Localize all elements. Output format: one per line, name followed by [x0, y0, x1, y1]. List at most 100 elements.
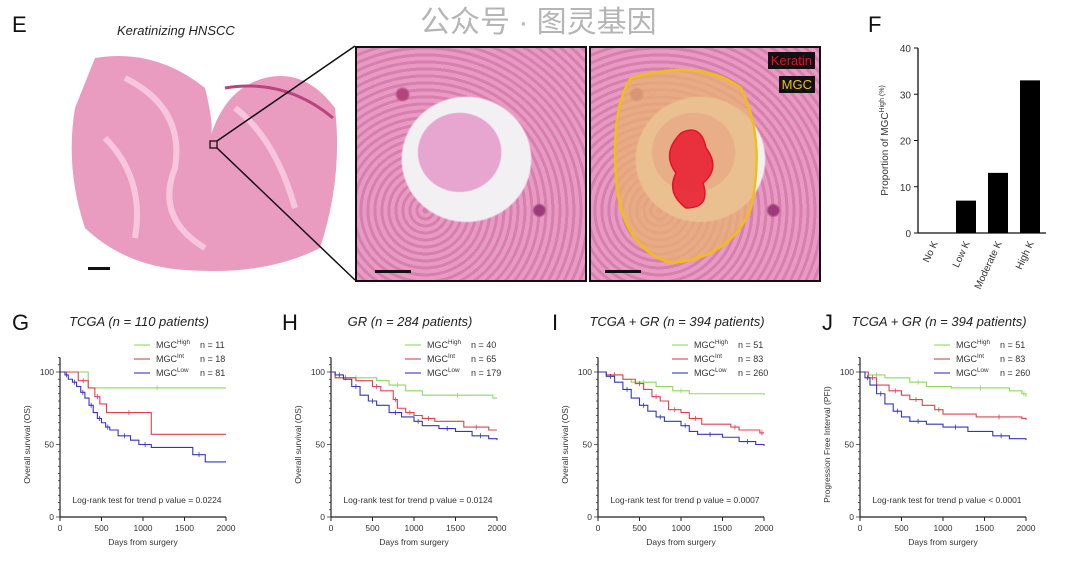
x-tick-label: 2000 — [755, 523, 774, 533]
bar-high-k — [1020, 80, 1040, 233]
chart-title: TCGA (n = 110 patients) — [69, 314, 209, 329]
legend-label: MGCHigh — [427, 339, 461, 350]
bar-chart-f: 0 10 20 30 40 No K Low K Moderate K High K Propor… — [879, 44, 1046, 291]
y-axis-label: Overall survival (OS) — [293, 405, 303, 484]
chart-title: GR (n = 284 patients) — [348, 314, 473, 329]
y-tick-label: 50 — [45, 440, 55, 450]
legend-label: MGCInt — [156, 353, 184, 364]
stat-annotation: Log-rank test for trend p value = 0.0007 — [610, 495, 759, 505]
x-tick-label: 1500 — [446, 523, 465, 533]
panel-label-j: J — [822, 310, 833, 335]
x-tick-label: Moderate K — [973, 239, 1005, 291]
annotation-overlay — [613, 68, 758, 265]
y-tick-label: 100 — [840, 367, 854, 377]
scale-bar — [605, 270, 641, 273]
y-tick-label: 20 — [900, 137, 912, 148]
y-axis-label: Overall survival (OS) — [22, 405, 32, 484]
km-chart-i: I TCGA + GR (n = 394 patients) 0 50 1000 500 1… — [552, 310, 774, 547]
x-tick-label: 1000 — [934, 523, 953, 533]
y-tick-label: 50 — [845, 440, 855, 450]
x-axis-label: Days from surgery — [108, 537, 178, 547]
panel-label-h: H — [282, 310, 298, 335]
legend-label: MGCHigh — [694, 339, 728, 350]
legend-n: n = 83 — [738, 354, 763, 364]
legend-n: n = 81 — [200, 368, 225, 378]
x-axis-label: Days from surgery — [646, 537, 716, 547]
y-tick-label: 100 — [578, 367, 592, 377]
survival-curve-int — [860, 371, 1027, 420]
legend-n: n = 65 — [471, 354, 496, 364]
y-tick-label: 30 — [900, 90, 912, 101]
legend-mgc: MGC — [778, 76, 815, 93]
y-tick-label: 50 — [583, 440, 593, 450]
bar-moderate-k — [988, 172, 1008, 233]
legend-label: MGCLow — [956, 367, 989, 378]
x-tick-label: 2000 — [217, 523, 236, 533]
x-tick-label: 2000 — [488, 523, 507, 533]
bar-low-k — [956, 200, 976, 233]
stat-annotation: Log-rank test for trend p value < 0.0001 — [872, 495, 1021, 505]
stat-annotation: Log-rank test for trend p value = 0.0124 — [343, 495, 492, 505]
legend-label: MGCHigh — [956, 339, 990, 350]
legend-label: MGCLow — [694, 367, 727, 378]
x-tick-label: No K — [921, 239, 941, 264]
watermark: 公众号 · 图灵基因 — [420, 6, 657, 39]
y-axis-label: Progression Free Interval (PFI) — [822, 386, 832, 503]
y-tick-label: 0 — [905, 229, 911, 240]
panel-label-f: F — [868, 12, 882, 37]
whole-slide-image — [71, 56, 338, 272]
scale-bar — [88, 267, 110, 270]
y-tick-label: 0 — [849, 512, 854, 522]
zoom-region-marker — [209, 140, 218, 149]
x-tick-label: 0 — [596, 523, 601, 533]
legend-n: n = 51 — [738, 340, 763, 350]
x-tick-label: 500 — [894, 523, 908, 533]
x-axis-label: Days from surgery — [908, 537, 978, 547]
legend-n: n = 40 — [471, 340, 496, 350]
x-tick-label: 0 — [858, 523, 863, 533]
legend-n: n = 179 — [471, 368, 501, 378]
y-tick-label: 50 — [316, 440, 326, 450]
y-tick-label: 0 — [49, 512, 54, 522]
histology-zoom-he — [355, 46, 587, 282]
y-tick-label: 100 — [40, 367, 54, 377]
survival-curve-low — [860, 371, 1027, 441]
x-tick-label: Low K — [951, 239, 973, 269]
survival-curve-low — [331, 371, 498, 441]
chart-title: TCGA + GR (n = 394 patients) — [851, 314, 1026, 329]
y-tick-label: 0 — [320, 512, 325, 522]
stat-annotation: Log-rank test for trend p value = 0.0224 — [72, 495, 221, 505]
x-tick-label: 1500 — [975, 523, 994, 533]
legend-n: n = 51 — [1000, 340, 1025, 350]
legend-label: MGCLow — [156, 367, 189, 378]
panel-e-title: Keratinizing HNSCC — [117, 23, 235, 38]
survival-curve-high — [860, 371, 1027, 397]
x-tick-label: High K — [1014, 239, 1037, 271]
scale-bar — [375, 270, 411, 273]
survival-curve-int — [331, 371, 497, 431]
histology-zoom-annotated: Keratin MGC — [589, 46, 821, 282]
y-tick-label: 100 — [311, 367, 325, 377]
legend-label: MGCInt — [427, 353, 455, 364]
chart-title: TCGA + GR (n = 394 patients) — [589, 314, 764, 329]
legend-keratin: Keratin — [767, 52, 815, 69]
x-tick-label: 1000 — [672, 523, 691, 533]
x-tick-label: 1500 — [175, 523, 194, 533]
x-tick-label: 1500 — [713, 523, 732, 533]
x-tick-label: 500 — [632, 523, 646, 533]
y-axis-label: Overall survival (OS) — [560, 405, 570, 484]
legend-label: MGCHigh — [156, 339, 190, 350]
x-tick-label: 500 — [94, 523, 108, 533]
panel-label-g: G — [12, 310, 29, 335]
y-tick-label: 40 — [900, 44, 912, 55]
legend-n: n = 83 — [1000, 354, 1025, 364]
panel-label-i: I — [552, 310, 558, 335]
legend-label: MGCInt — [694, 353, 722, 364]
x-tick-label: 0 — [329, 523, 334, 533]
x-tick-label: 500 — [365, 523, 379, 533]
x-tick-label: 0 — [58, 523, 63, 533]
